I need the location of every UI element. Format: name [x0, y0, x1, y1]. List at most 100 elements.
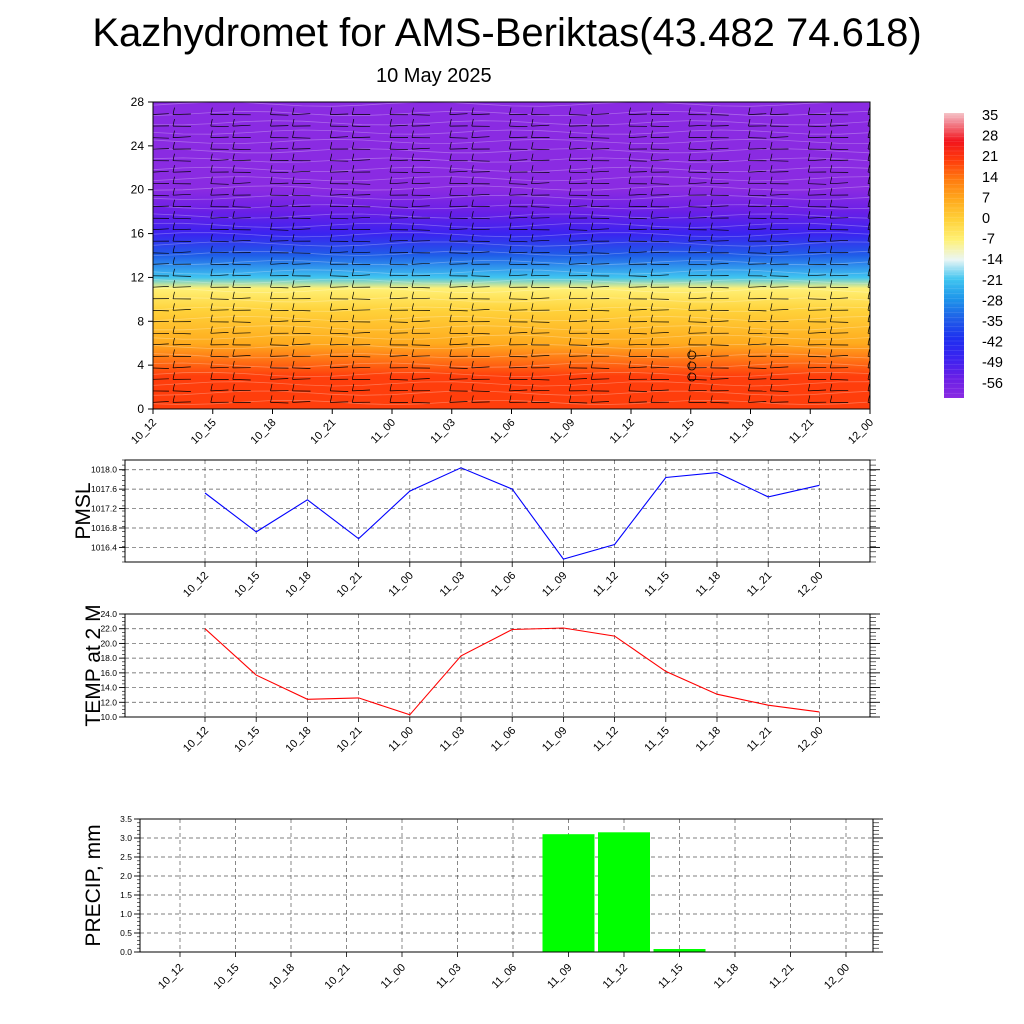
- x-tick-label: 11_12: [601, 962, 631, 992]
- x-tick-label: 11_06: [490, 962, 520, 992]
- y-tick-label: 0: [137, 402, 144, 416]
- x-tick-label: 10_18: [267, 962, 297, 992]
- y-tick-label: 1.0: [120, 909, 132, 919]
- contour-lines: [153, 102, 870, 406]
- temperature-profile-panel: 0 4 8 12 16 20 24 28 10_12 10_15 10_18 10_21 11_00 11…: [129, 95, 876, 447]
- chart-subtitle: 10 May 2025: [376, 65, 492, 87]
- x-tick-label: 11_03: [438, 725, 468, 755]
- x-tick-label: 11_09: [548, 417, 578, 447]
- plot-area: [140, 819, 873, 952]
- y-tick-label: 3.5: [120, 814, 132, 824]
- precip-bar: [542, 834, 595, 952]
- y-tick-label: 10.0: [100, 712, 117, 722]
- pmsl-panel: 1016.4 1016.8 1017.2 1017.6 1018.0 10_12 10_15…: [72, 459, 880, 600]
- precip-bar: [653, 949, 706, 952]
- y-tick-label: 8: [137, 314, 144, 328]
- colorbar-label: 7: [982, 190, 990, 206]
- x-tick-label: 11_06: [489, 570, 519, 600]
- plot-area: [125, 460, 870, 562]
- x-tick-label: 11_18: [727, 417, 757, 447]
- x-tick-label: 11_15: [656, 962, 686, 992]
- x-tick-label: 11_21: [787, 417, 817, 447]
- y-tick-label: 20: [131, 183, 145, 197]
- y-tick-label: 4: [137, 358, 144, 372]
- y-tick-label: 16.0: [100, 668, 117, 678]
- temperature-field: [153, 102, 870, 409]
- y-tick-label: 3.0: [120, 833, 132, 843]
- y-tick-label: 1017.2: [91, 504, 117, 514]
- colorbar-label: -49: [982, 355, 1003, 371]
- x-tick-label: 10_12: [156, 962, 186, 992]
- x-tick-label: 11_03: [434, 962, 464, 992]
- x-tick-label: 11_03: [428, 417, 458, 447]
- x-tick-label: 11_03: [438, 570, 468, 600]
- colorbar-label: -7: [982, 232, 995, 248]
- calm-wind-circle: [687, 372, 697, 382]
- plot-area: [125, 614, 870, 717]
- colorbar-label: -14: [982, 252, 1003, 268]
- y-tick-label: 1016.8: [91, 523, 117, 533]
- y-tick-label: 0.0: [120, 947, 132, 957]
- y-tick-label: 24: [131, 139, 145, 153]
- x-tick-label: 11_15: [642, 570, 672, 600]
- x-tick-label: 11_18: [694, 725, 724, 755]
- x-tick-label: 11_12: [591, 725, 621, 755]
- y-tick-label: 1018.0: [91, 465, 117, 475]
- y-tick-label: 18.0: [100, 653, 117, 663]
- colorbar-label: 35: [982, 108, 998, 124]
- x-tick-label: 10_21: [335, 725, 365, 755]
- y-axis-title: PMSL: [72, 482, 95, 539]
- colorbar-label: -42: [982, 335, 1003, 351]
- y-tick-label: 14.0: [100, 683, 117, 693]
- x-tick-label: 12_00: [846, 417, 876, 447]
- y-tick-label: 1017.6: [91, 484, 117, 494]
- x-tick-label: 10_15: [189, 417, 219, 447]
- x-tick-label: 10_12: [181, 570, 211, 600]
- y-tick-label: 20.0: [100, 638, 117, 648]
- precip-bar: [598, 832, 650, 952]
- x-tick-label: 10_18: [283, 725, 313, 755]
- colorbar-label: -28: [982, 293, 1003, 309]
- x-tick-label: 10_15: [232, 570, 262, 600]
- y-tick-label: 12.0: [100, 697, 117, 707]
- x-tick-label: 11_09: [540, 725, 570, 755]
- x-tick-label: 10_18: [249, 417, 279, 447]
- x-tick-label: 11_18: [694, 570, 724, 600]
- colorbar-label: -35: [982, 314, 1003, 330]
- y-tick-label: 12: [131, 270, 145, 284]
- x-tick-label: 10_12: [181, 725, 211, 755]
- y-tick-label: 0.5: [120, 928, 132, 938]
- colorbar-bar: [944, 113, 964, 398]
- colorbar-label: -21: [982, 273, 1003, 289]
- x-tick-label: 11_21: [767, 962, 797, 992]
- x-tick-label: 11_12: [591, 570, 621, 600]
- x-tick-label: 10_12: [129, 417, 159, 447]
- y-tick-label: 28: [131, 95, 145, 109]
- x-tick-label: 11_00: [386, 570, 416, 600]
- x-tick-label: 10_21: [323, 962, 353, 992]
- x-tick-label: 10_21: [308, 417, 338, 447]
- precip-panel: 0.0 0.5 1.0 1.5 2.0 2.5 3.0 3.5 10_12 10_15 10_18 1…: [82, 814, 883, 992]
- x-tick-label: 11_09: [545, 962, 575, 992]
- y-tick-label: 1.5: [120, 890, 132, 900]
- x-tick-label: 11_12: [608, 417, 638, 447]
- x-tick-label: 11_21: [745, 725, 775, 755]
- calm-wind-circle: [687, 361, 697, 371]
- y-tick-label: 2.0: [120, 871, 132, 881]
- y-tick-label: 2.5: [120, 852, 132, 862]
- y-axis-title: PRECIP, mm: [82, 824, 105, 946]
- x-tick-label: 12_00: [795, 725, 825, 755]
- wind-barbs: [153, 107, 870, 404]
- y-tick-label: 1016.4: [91, 542, 117, 552]
- y-axis-title: TEMP at 2 M: [82, 604, 105, 726]
- x-tick-label: 10_18: [283, 570, 313, 600]
- colorbar-label: -56: [982, 376, 1003, 392]
- x-tick-label: 11_00: [369, 417, 399, 447]
- chart-title: Kazhydromet for AMS-Beriktas(43.482 74.6…: [92, 11, 922, 55]
- x-tick-label: 11_21: [745, 570, 775, 600]
- temp-2m-panel: 10.0 12.0 14.0 16.0 18.0 20.0 22.0 24.0 10_12 10_…: [82, 604, 880, 755]
- x-tick-label: 12_00: [822, 962, 852, 992]
- x-tick-label: 11_06: [489, 725, 519, 755]
- x-tick-label: 11_06: [488, 417, 518, 447]
